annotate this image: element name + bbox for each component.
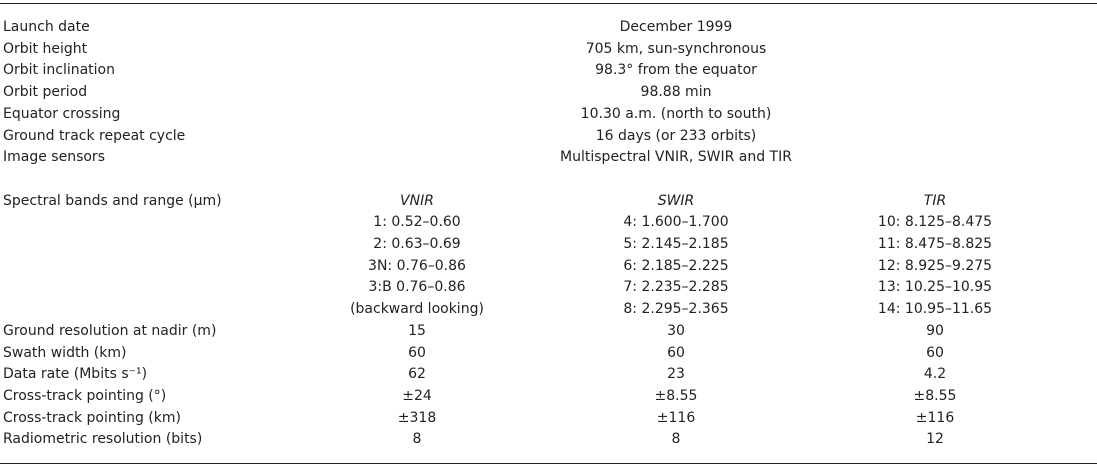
- row-value: 90: [926, 322, 944, 339]
- row-label: Radiometric resolution (bits): [3, 431, 203, 448]
- band-range: 6: 2.185–2.225: [623, 257, 729, 274]
- band-range: 1: 0.52–0.60: [373, 214, 461, 231]
- band-range: 8: 2.295–2.365: [623, 301, 729, 318]
- top-rule: [0, 3, 1097, 4]
- row-label: Equator crossing: [3, 105, 121, 122]
- row-value: 16 days (or 233 orbits): [595, 127, 757, 144]
- band-range: 4: 1.600–1.700: [623, 214, 729, 231]
- row-value: ±8.55: [913, 387, 957, 404]
- column-header: VNIR: [400, 192, 434, 209]
- band-range: 2: 0.63–0.69: [373, 236, 461, 252]
- row-value: December 1999: [619, 19, 733, 35]
- band-range: 7: 2.235–2.285: [623, 279, 729, 296]
- row-value: ±116: [915, 409, 955, 426]
- row-label: Ground resolution at nadir (m): [3, 322, 217, 339]
- row-value: 15: [408, 322, 426, 339]
- row-value: 8: [412, 431, 422, 448]
- row-value: Multispectral VNIR, SWIR and TIR: [560, 149, 792, 166]
- row-label: Cross-track pointing (°): [3, 387, 167, 404]
- row-value: 10.30 a.m. (north to south): [580, 105, 772, 122]
- bottom-rule: [0, 463, 1097, 464]
- row-value: 4.2: [923, 366, 947, 383]
- row-label: Ground track repeat cycle: [3, 127, 186, 144]
- row-value: 705 km, sun-synchronous: [585, 40, 767, 57]
- row-label: Orbit inclination: [3, 62, 115, 79]
- band-range: 11: 8.475–8.825: [877, 236, 993, 252]
- row-value: ±318: [397, 409, 437, 426]
- row-value: 12: [926, 431, 944, 448]
- band-range: (backward looking): [350, 301, 484, 318]
- row-label: Orbit height: [3, 40, 88, 57]
- band-range: 12: 8.925–9.275: [877, 257, 993, 274]
- row-value: 60: [926, 344, 944, 361]
- row-value: ±24: [402, 387, 432, 404]
- row-value: 30: [667, 322, 685, 339]
- row-label: Cross-track pointing (km): [3, 409, 181, 426]
- band-range: 3N: 0.76–0.86: [368, 257, 466, 274]
- row-label: Spectral bands and range (µm): [3, 192, 222, 209]
- row-value: 98.3° from the equator: [595, 62, 757, 79]
- band-range: 14: 10.95–11.65: [877, 301, 993, 318]
- band-range: 5: 2.145–2.185: [623, 236, 729, 252]
- row-label: Image sensors: [3, 149, 105, 166]
- row-value: ±116: [656, 409, 696, 426]
- row-value: 8: [671, 431, 681, 448]
- row-label: Swath width (km): [3, 344, 127, 361]
- row-value: 23: [667, 366, 685, 383]
- column-header: TIR: [923, 192, 947, 209]
- band-range: 13: 10.25–10.95: [877, 279, 993, 296]
- band-range: 10: 8.125–8.475: [877, 214, 993, 231]
- row-value: 60: [667, 344, 685, 361]
- row-label: Orbit period: [3, 84, 88, 101]
- row-value: ±8.55: [654, 387, 698, 404]
- row-label: Launch date: [3, 19, 90, 35]
- row-value: 62: [408, 366, 426, 383]
- row-label: Data rate (Mbits s⁻¹): [3, 366, 148, 383]
- column-header: SWIR: [657, 192, 695, 209]
- row-value: 60: [408, 344, 426, 361]
- row-value: 98.88 min: [640, 84, 712, 101]
- band-range: 3:B 0.76–0.86: [368, 279, 466, 296]
